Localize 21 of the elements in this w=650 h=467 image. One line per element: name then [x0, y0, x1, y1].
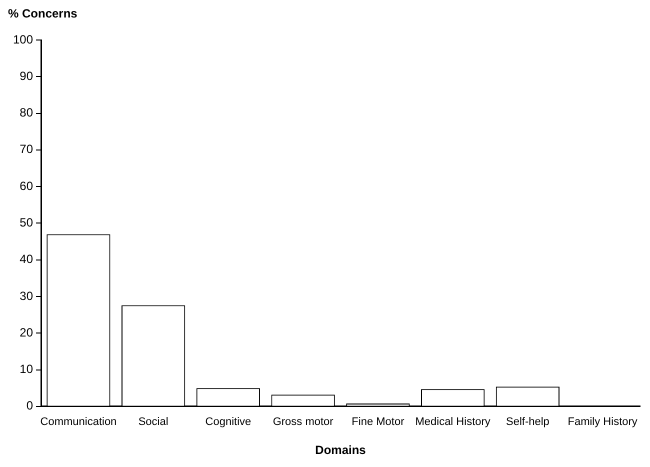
x-tick-label: Medical History [415, 416, 491, 428]
y-tick-label: 0 [26, 398, 34, 413]
x-axis-title: Domains [315, 443, 366, 458]
x-tick-label: Social [138, 416, 168, 428]
y-tick-label: 100 [12, 32, 34, 46]
y-tick-label: 50 [20, 216, 34, 230]
y-tick-label: 20 [20, 325, 34, 340]
x-tick-label: Fine Motor [352, 416, 405, 428]
y-tick-label: 90 [20, 68, 34, 83]
x-tick-label: Cognitive [205, 416, 252, 428]
y-tick-label: 70 [20, 142, 34, 156]
y-axis-title: % Concerns [8, 6, 78, 20]
y-tick-label: 80 [20, 106, 34, 120]
x-tick-label: Gross motor [272, 416, 334, 428]
x-tick-label: Self-help [506, 416, 550, 428]
y-tick-label: 60 [20, 178, 34, 193]
y-tick-label: 30 [20, 288, 34, 303]
y-tick-label: 40 [20, 252, 34, 266]
x-tick-label: Communication [40, 416, 117, 428]
x-tick-label: Family History [568, 416, 638, 428]
y-tick-label: 10 [20, 362, 34, 376]
